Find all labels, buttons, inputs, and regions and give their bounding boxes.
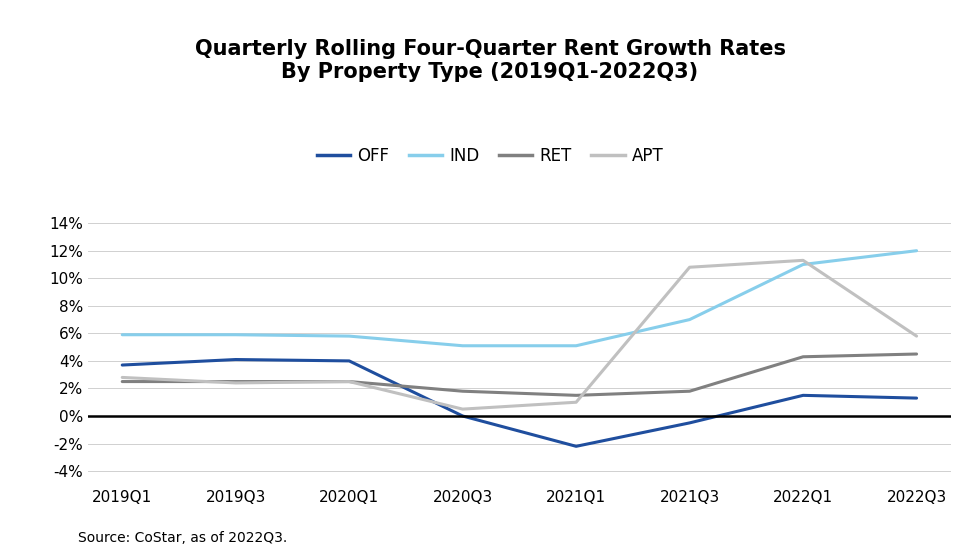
Legend: OFF, IND, RET, APT: OFF, IND, RET, APT xyxy=(311,141,669,172)
RET xyxy=(457,388,468,395)
Line: OFF: OFF xyxy=(122,360,916,446)
APT xyxy=(117,374,128,381)
OFF xyxy=(117,361,128,368)
OFF xyxy=(910,395,922,401)
Line: IND: IND xyxy=(122,251,916,346)
OFF xyxy=(797,392,808,399)
RET xyxy=(230,378,242,385)
RET xyxy=(343,378,355,385)
APT xyxy=(230,380,242,386)
APT xyxy=(570,399,582,406)
IND xyxy=(684,316,696,323)
RET xyxy=(684,388,696,395)
IND xyxy=(570,342,582,349)
IND xyxy=(343,333,355,339)
APT xyxy=(343,378,355,385)
OFF xyxy=(230,356,242,363)
Text: Source: CoStar, as of 2022Q3.: Source: CoStar, as of 2022Q3. xyxy=(78,532,288,545)
IND xyxy=(910,247,922,254)
IND xyxy=(117,331,128,338)
OFF xyxy=(343,358,355,364)
APT xyxy=(684,264,696,271)
IND xyxy=(457,342,468,349)
APT xyxy=(457,406,468,412)
RET xyxy=(570,392,582,399)
IND xyxy=(230,331,242,338)
RET xyxy=(797,354,808,360)
IND xyxy=(797,261,808,268)
Line: RET: RET xyxy=(122,354,916,396)
Line: APT: APT xyxy=(122,260,916,409)
APT xyxy=(910,333,922,339)
Text: Quarterly Rolling Four-Quarter Rent Growth Rates
By Property Type (2019Q1-2022Q3: Quarterly Rolling Four-Quarter Rent Grow… xyxy=(194,39,786,82)
OFF xyxy=(457,413,468,419)
OFF xyxy=(684,420,696,426)
RET xyxy=(117,378,128,385)
RET xyxy=(910,350,922,357)
APT xyxy=(797,257,808,263)
OFF xyxy=(570,443,582,450)
